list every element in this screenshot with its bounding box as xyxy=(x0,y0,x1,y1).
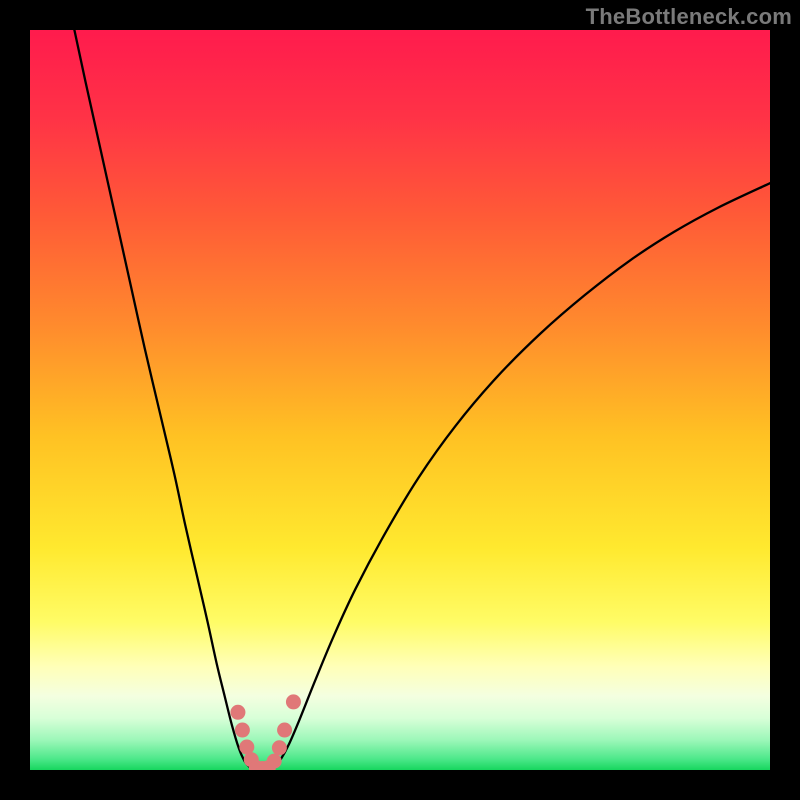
gradient-background xyxy=(30,30,770,770)
marker-point xyxy=(230,705,245,720)
plot-area xyxy=(30,30,770,770)
chart-frame: TheBottleneck.com xyxy=(0,0,800,800)
marker-point xyxy=(267,754,282,769)
bottleneck-chart xyxy=(30,30,770,770)
marker-point xyxy=(235,723,250,738)
marker-point xyxy=(277,723,292,738)
marker-point xyxy=(272,740,287,755)
watermark-text: TheBottleneck.com xyxy=(586,4,792,30)
marker-point xyxy=(286,694,301,709)
